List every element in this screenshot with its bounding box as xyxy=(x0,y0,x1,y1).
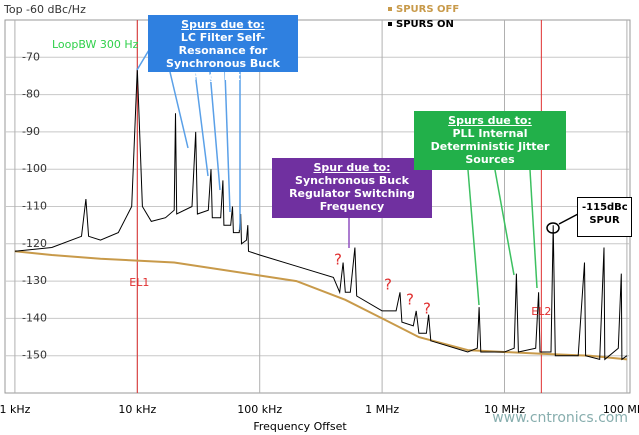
marker-label: EL1 xyxy=(129,276,149,289)
annotation-box: Spur due to: Synchronous Buck Regulator S… xyxy=(272,158,432,218)
chart-title: Top -60 dBc/Hz xyxy=(3,3,86,16)
annotation-box: Spurs due to: PLL Internal Deterministic … xyxy=(414,111,566,170)
y-tick-label: -150 xyxy=(22,349,47,362)
y-tick-label: -100 xyxy=(22,162,47,175)
series-line xyxy=(14,250,628,361)
annotation-heading: Spur due to: xyxy=(313,161,391,174)
arrow xyxy=(224,71,231,213)
annotation-text: LC Filter Self-Resonance for Synchronous… xyxy=(166,31,280,83)
arrow xyxy=(209,71,221,191)
arrow xyxy=(529,169,538,289)
arrow xyxy=(494,169,515,276)
y-tick-label: -120 xyxy=(22,237,47,250)
question-mark: ? xyxy=(334,251,342,269)
series-line xyxy=(14,68,628,361)
legend-label: SPURS OFF xyxy=(396,4,459,15)
y-tick-label: -110 xyxy=(22,200,47,213)
arrow xyxy=(558,213,579,225)
spur-circle xyxy=(546,222,560,234)
watermark: www.cntronics.com xyxy=(492,410,628,426)
y-tick-label: -140 xyxy=(22,311,47,324)
question-mark: ? xyxy=(406,291,414,309)
y-tick-label: -90 xyxy=(22,125,40,138)
arrow xyxy=(467,169,480,306)
x-tick-label: 1 MHz xyxy=(365,403,399,416)
arrow xyxy=(169,71,189,149)
x-tick-label: 100 MHz xyxy=(603,403,639,416)
y-tick-label: -70 xyxy=(22,50,40,63)
annotation-text: PLL Internal Deterministic Jitter Source… xyxy=(430,127,550,166)
x-tick-label: 1 kHz xyxy=(0,403,31,416)
x-tick-label: 10 kHz xyxy=(118,403,156,416)
annotation-box: Spurs due to: LC Filter Self-Resonance fo… xyxy=(148,15,298,83)
y-tick-label: -130 xyxy=(22,274,47,287)
annotation-heading: Spurs due to: xyxy=(181,18,265,31)
annotation-heading: Spurs due to: xyxy=(448,114,532,127)
arrows xyxy=(136,44,579,306)
marker-label: EL2 xyxy=(531,305,551,318)
x-tick-label: 100 kHz xyxy=(237,403,282,416)
loop-bw: LoopBW 300 Hz xyxy=(52,38,139,51)
x-axis-label: Frequency Offset xyxy=(253,420,347,433)
arrow xyxy=(194,71,209,177)
legend-swatch xyxy=(388,22,392,26)
question-mark: ? xyxy=(423,300,431,318)
legend-swatch xyxy=(388,7,392,11)
y-tick-label: -80 xyxy=(22,88,40,101)
annotation-text: Synchronous Buck Regulator Switching Fre… xyxy=(289,174,415,213)
question-mark: ? xyxy=(384,276,392,294)
x-tick-label: 10 MHz xyxy=(484,403,525,416)
legend-label: SPURS ON xyxy=(396,19,454,30)
spur-callout: -115dBc SPUR xyxy=(577,197,632,237)
